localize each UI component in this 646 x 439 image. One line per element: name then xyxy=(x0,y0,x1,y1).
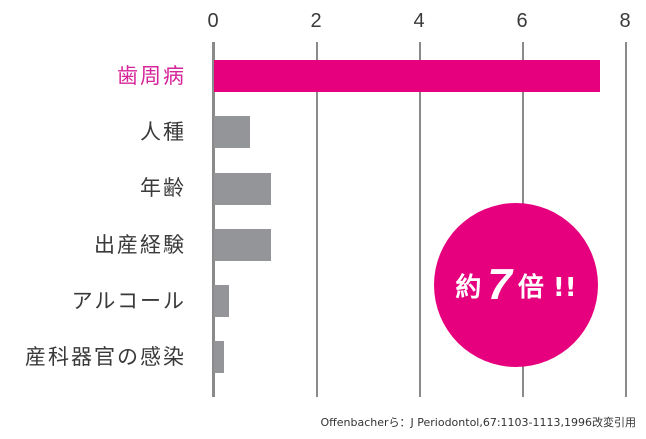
bar-periodontal xyxy=(214,60,600,92)
category-label-periodontal: 歯周病 xyxy=(117,64,186,88)
gridline-4 xyxy=(419,42,421,397)
source-citation: Offenbacherら：J Periodontol,67:1103-1113,… xyxy=(320,416,637,429)
gridline-8 xyxy=(625,42,627,397)
category-label-age: 年齢 xyxy=(140,176,186,200)
bar-childbirth xyxy=(214,229,271,261)
callout-suffix: 倍 !! xyxy=(517,272,577,303)
bar-race xyxy=(214,116,250,148)
callout-prefix: 約 xyxy=(455,272,482,303)
x-tick-0: 0 xyxy=(207,10,219,32)
x-tick-4: 4 xyxy=(413,10,425,32)
category-label-childbirth: 出産経験 xyxy=(94,233,186,257)
gridline-2 xyxy=(316,42,318,397)
category-label-infection: 産科器官の感染 xyxy=(25,345,186,369)
x-tick-2: 2 xyxy=(310,10,322,32)
category-label-alcohol: アルコール xyxy=(71,289,186,313)
y-axis-line xyxy=(212,42,215,397)
bar-alcohol xyxy=(214,285,229,317)
category-label-race: 人種 xyxy=(140,120,186,144)
x-tick-8: 8 xyxy=(619,10,631,32)
bar-infection xyxy=(214,341,224,373)
callout-number: 7 xyxy=(487,260,512,309)
callout-badge: 約 7 倍 !! xyxy=(434,203,598,367)
bar-age xyxy=(214,173,271,205)
x-tick-6: 6 xyxy=(516,10,528,32)
